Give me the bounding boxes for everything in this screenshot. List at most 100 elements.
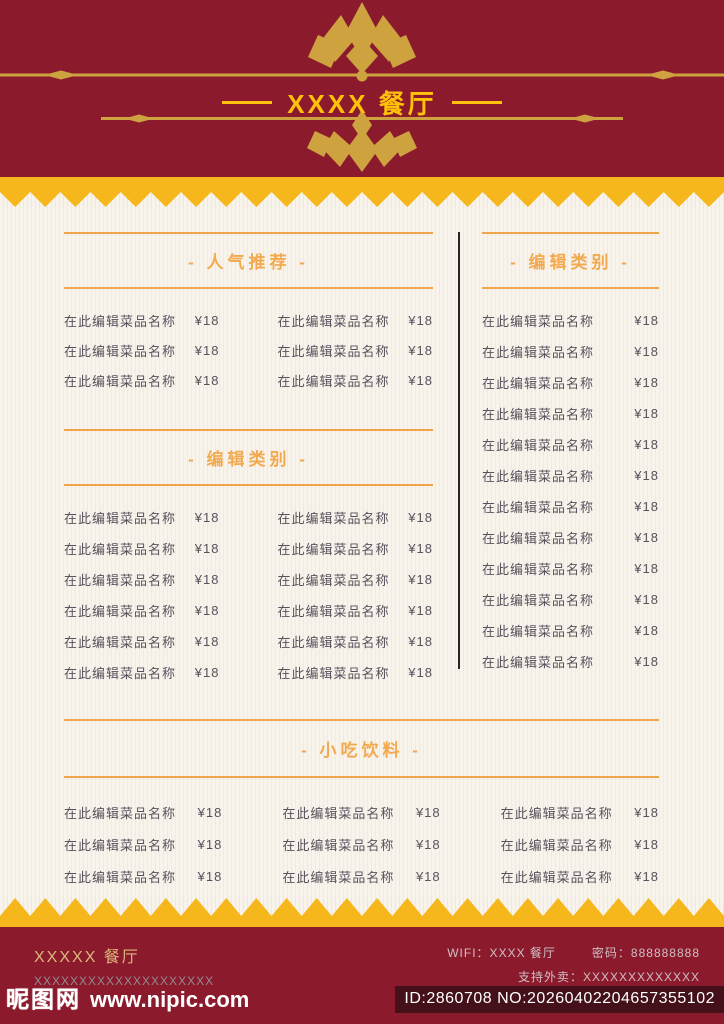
dish-price: ¥18 [634, 561, 659, 576]
menu-item: 在此编辑菜品名称 ¥18 [282, 860, 440, 892]
menu-item: 在此编辑菜品名称 ¥18 [278, 657, 434, 688]
menu-item: 在此编辑菜品名称 ¥18 [278, 335, 434, 365]
menu-item: 在此编辑菜品名称 ¥18 [64, 828, 222, 860]
zigzag-edge-top [0, 192, 724, 207]
dish-name: 在此编辑菜品名称 [277, 313, 390, 329]
dish-name: 在此编辑菜品名称 [500, 805, 613, 821]
dish-price: ¥18 [197, 868, 223, 884]
menu-item: 在此编辑菜品名称 ¥18 [482, 398, 659, 429]
footer-right: WIFI：XXXX 餐厅 密码：888888888 支持外卖：XXXXXXXXXX… [447, 941, 700, 989]
dish-name: 在此编辑菜品名称 [64, 869, 177, 885]
dish-name: 在此编辑菜品名称 [282, 805, 395, 821]
section-snacks-title: - 小吃饮料 - [301, 741, 422, 760]
dish-name: 在此编辑菜品名称 [277, 573, 390, 588]
dish-price: ¥18 [634, 468, 659, 483]
watermark-site-url: www.nipic.com [90, 987, 250, 1012]
dish-price: ¥18 [194, 541, 220, 556]
dish-price: ¥18 [408, 372, 433, 388]
dish-price: ¥18 [194, 510, 220, 525]
right-column: - 编辑类别 - 在此编辑菜品名称 ¥18 在此编辑菜品名称 ¥ [482, 232, 659, 677]
dish-price: ¥18 [634, 836, 659, 852]
section-category-right-title: - 编辑类别 - [510, 253, 631, 272]
dish-price: ¥18 [634, 868, 659, 884]
category-right-items: 在此编辑菜品名称 ¥18 在此编辑菜品名称 ¥18 在此编辑菜品名称 [482, 305, 659, 677]
menu-item: 在此编辑菜品名称 ¥18 [282, 796, 440, 828]
dish-price: ¥18 [197, 804, 223, 820]
header-title-row: XXXX 餐厅 [0, 84, 724, 121]
left-column: - 人气推荐 - 在此编辑菜品名称 ¥18 在此编辑菜品名称 ¥ [64, 232, 433, 688]
dish-name: 在此编辑菜品名称 [277, 511, 390, 526]
watermark-id-bar: ID:2860708 NO:20260402204657355102 [395, 986, 724, 1013]
footer-address: XXXXXXXXXXXXXXXXXXXX [34, 974, 215, 988]
menu-item: 在此编辑菜品名称 ¥18 [482, 336, 659, 367]
dish-name: 在此编辑菜品名称 [482, 376, 595, 391]
category-left-items: 在此编辑菜品名称 ¥18 在此编辑菜品名称 ¥18 在此编辑菜品名称 [64, 502, 433, 688]
section-popular-title: - 人气推荐 - [188, 253, 309, 272]
dish-name: 在此编辑菜品名称 [500, 837, 613, 853]
watermark-logo: 昵图网 www.nipic.com [6, 980, 249, 1014]
section-category-left-title: - 编辑类别 - [188, 450, 309, 469]
menu-item: 在此编辑菜品名称 ¥18 [482, 460, 659, 491]
dish-price: ¥18 [634, 437, 659, 452]
dish-name: 在此编辑菜品名称 [482, 345, 595, 360]
section-category-right: - 编辑类别 - 在此编辑菜品名称 ¥18 在此编辑菜品名称 ¥ [482, 232, 659, 677]
header: XXXX 餐厅 [0, 0, 724, 177]
dish-name: 在此编辑菜品名称 [482, 469, 595, 484]
dish-price: ¥18 [415, 868, 441, 884]
dish-name: 在此编辑菜品名称 [282, 869, 395, 885]
section-category-left-header: - 编辑类别 - [64, 429, 433, 486]
dish-name: 在此编辑菜品名称 [64, 666, 177, 681]
menu-item: 在此编辑菜品名称 ¥18 [482, 646, 659, 677]
dish-name: 在此编辑菜品名称 [277, 604, 390, 619]
dish-price: ¥18 [194, 572, 220, 587]
dish-name: 在此编辑菜品名称 [482, 624, 595, 639]
dish-price: ¥18 [194, 634, 220, 649]
dish-price: ¥18 [634, 313, 659, 328]
menu-item: 在此编辑菜品名称 ¥18 [482, 553, 659, 584]
dish-price: ¥18 [634, 530, 659, 545]
title-dash-right [451, 101, 502, 104]
dish-name: 在此编辑菜品名称 [277, 542, 390, 557]
menu-item: 在此编辑菜品名称 ¥18 [64, 533, 220, 564]
menu-item: 在此编辑菜品名称 ¥18 [278, 365, 434, 395]
dish-price: ¥18 [634, 592, 659, 607]
menu-item: 在此编辑菜品名称 ¥18 [64, 626, 220, 657]
menu-item: 在此编辑菜品名称 ¥18 [501, 828, 659, 860]
menu-item: 在此编辑菜品名称 ¥18 [64, 595, 220, 626]
dish-name: 在此编辑菜品名称 [64, 373, 177, 389]
dish-name: 在此编辑菜品名称 [64, 313, 177, 329]
dish-name: 在此编辑菜品名称 [64, 511, 177, 526]
dish-name: 在此编辑菜品名称 [482, 655, 595, 670]
menu-item: 在此编辑菜品名称 ¥18 [501, 796, 659, 828]
dish-name: 在此编辑菜品名称 [482, 500, 595, 515]
dish-price: ¥18 [415, 836, 441, 852]
dish-name: 在此编辑菜品名称 [482, 531, 595, 546]
dish-price: ¥18 [408, 342, 433, 358]
dish-price: ¥18 [194, 372, 220, 388]
dish-name: 在此编辑菜品名称 [64, 805, 177, 821]
dish-price: ¥18 [194, 312, 220, 328]
popular-items: 在此编辑菜品名称 ¥18 在此编辑菜品名称 ¥18 在此编辑菜品名称 [64, 305, 433, 395]
menu-body: - 人气推荐 - 在此编辑菜品名称 ¥18 在此编辑菜品名称 ¥ [0, 207, 724, 898]
menu-item: 在此编辑菜品名称 ¥18 [64, 657, 220, 688]
footer-wifi-row: WIFI：XXXX 餐厅 密码：888888888 [447, 941, 700, 965]
dish-price: ¥18 [408, 603, 433, 618]
zigzag-edge-bottom [0, 898, 724, 916]
menu-item: 在此编辑菜品名称 ¥18 [482, 367, 659, 398]
menu-item: 在此编辑菜品名称 ¥18 [501, 860, 659, 892]
dish-price: ¥18 [408, 665, 433, 680]
menu-item: 在此编辑菜品名称 ¥18 [282, 828, 440, 860]
dish-price: ¥18 [194, 603, 220, 618]
dish-name: 在此编辑菜品名称 [64, 542, 177, 557]
dish-price: ¥18 [194, 665, 220, 680]
menu-item: 在此编辑菜品名称 ¥18 [482, 522, 659, 553]
menu-item: 在此编辑菜品名称 ¥18 [482, 615, 659, 646]
dish-name: 在此编辑菜品名称 [277, 666, 390, 681]
dish-price: ¥18 [408, 312, 433, 328]
dish-price: ¥18 [194, 342, 220, 358]
menu-item: 在此编辑菜品名称 ¥18 [278, 305, 434, 335]
section-popular: - 人气推荐 - 在此编辑菜品名称 ¥18 在此编辑菜品名称 ¥ [64, 232, 433, 395]
menu-item: 在此编辑菜品名称 ¥18 [64, 502, 220, 533]
dish-name: 在此编辑菜品名称 [482, 562, 595, 577]
